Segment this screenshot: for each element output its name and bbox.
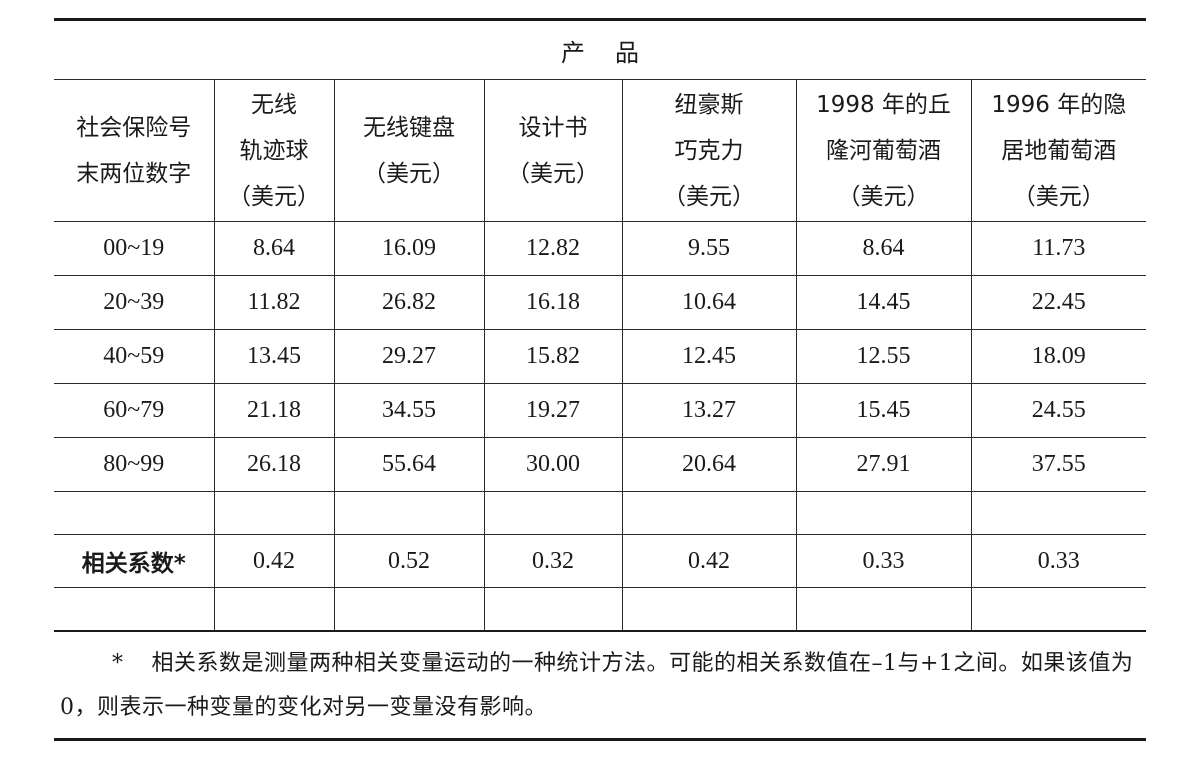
correlation-value: 0.33 xyxy=(970,534,1147,588)
price-cell: 12.55 xyxy=(795,329,971,384)
range-cell: 40~59 xyxy=(54,329,214,384)
price-cell: 34.55 xyxy=(333,383,484,438)
price-cell: 15.82 xyxy=(483,329,622,384)
price-cell: 27.91 xyxy=(795,437,971,492)
correlation-label: 相关系数* xyxy=(54,534,214,588)
product-header-row: 产品 xyxy=(54,21,1146,80)
footnote: * 相关系数是测量两种相关变量运动的一种统计方法。可能的相关系数值在–1与+1之间… xyxy=(54,632,1146,738)
price-table: 产品 社会保险号 末两位数字 无线 轨迹球 （美元） 无线键盘 （美元） 设计书 xyxy=(54,21,1147,630)
correlation-value: 0.42 xyxy=(621,534,796,588)
bottom-rule xyxy=(54,738,1146,741)
footnote-marker: * xyxy=(112,651,124,676)
table-row: 60~79 21.18 34.55 19.27 13.27 15.45 24.5… xyxy=(54,383,1147,438)
top-rule xyxy=(54,18,1146,21)
price-cell: 20.64 xyxy=(621,437,796,492)
table-row: 40~59 13.45 29.27 15.82 12.45 12.55 18.0… xyxy=(54,329,1147,384)
price-cell: 16.18 xyxy=(483,275,622,330)
range-cell: 80~99 xyxy=(54,437,214,492)
price-cell: 16.09 xyxy=(333,221,484,276)
document: 产品 社会保险号 末两位数字 无线 轨迹球 （美元） 无线键盘 （美元） 设计书 xyxy=(54,18,1147,741)
price-cell: 10.64 xyxy=(621,275,796,330)
range-cell: 60~79 xyxy=(54,383,214,438)
product-group-header: 产品 xyxy=(561,38,670,67)
ssn-column-header: 社会保险号 末两位数字 xyxy=(54,79,214,222)
footnote-text: 相关系数是测量两种相关变量运动的一种统计方法。可能的相关系数值在–1与+1之间。… xyxy=(60,651,1134,720)
price-cell: 15.45 xyxy=(795,383,971,438)
table-row: 00~19 8.64 16.09 12.82 9.55 8.64 11.73 xyxy=(54,221,1147,276)
correlation-value: 0.42 xyxy=(213,534,334,588)
price-cell: 18.09 xyxy=(970,329,1147,384)
price-cell: 14.45 xyxy=(795,275,971,330)
price-cell: 26.18 xyxy=(213,437,334,492)
correlation-row: 相关系数* 0.42 0.52 0.32 0.42 0.33 0.33 xyxy=(54,534,1147,588)
column-header-trackball: 无线 轨迹球 （美元） xyxy=(213,79,334,222)
correlation-value: 0.52 xyxy=(333,534,484,588)
correlation-value: 0.33 xyxy=(795,534,971,588)
price-cell: 11.82 xyxy=(213,275,334,330)
price-cell: 37.55 xyxy=(970,437,1147,492)
column-header-wine-1996: 1996 年的隐 居地葡萄酒 （美元） xyxy=(970,79,1147,222)
price-cell: 24.55 xyxy=(970,383,1147,438)
price-cell: 13.27 xyxy=(621,383,796,438)
table-row: 20~39 11.82 26.82 16.18 10.64 14.45 22.4… xyxy=(54,275,1147,330)
price-cell: 22.45 xyxy=(970,275,1147,330)
correlation-value: 0.32 xyxy=(483,534,622,588)
price-cell: 13.45 xyxy=(213,329,334,384)
column-header-design-book: 设计书 （美元） xyxy=(483,79,622,222)
price-cell: 8.64 xyxy=(795,221,971,276)
range-cell: 20~39 xyxy=(54,275,214,330)
column-header-keyboard: 无线键盘 （美元） xyxy=(333,79,484,222)
price-cell: 29.27 xyxy=(333,329,484,384)
price-cell: 21.18 xyxy=(213,383,334,438)
price-cell: 12.82 xyxy=(483,221,622,276)
price-cell: 30.00 xyxy=(483,437,622,492)
price-cell: 19.27 xyxy=(483,383,622,438)
column-header-wine-1998: 1998 年的丘 隆河葡萄酒 （美元） xyxy=(795,79,971,222)
table-row: 80~99 26.18 55.64 30.00 20.64 27.91 37.5… xyxy=(54,437,1147,492)
price-cell: 12.45 xyxy=(621,329,796,384)
column-header-chocolate: 纽豪斯 巧克力 （美元） xyxy=(621,79,796,222)
table-bottom-rule xyxy=(54,630,1146,632)
column-header-row: 社会保险号 末两位数字 无线 轨迹球 （美元） 无线键盘 （美元） 设计书 （美… xyxy=(54,79,1147,222)
price-cell: 8.64 xyxy=(213,221,334,276)
price-cell: 55.64 xyxy=(333,437,484,492)
price-cell: 26.82 xyxy=(333,275,484,330)
blank-row xyxy=(54,491,1147,535)
blank-row xyxy=(54,587,1147,630)
price-cell: 11.73 xyxy=(970,221,1147,276)
price-cell: 9.55 xyxy=(621,221,796,276)
range-cell: 00~19 xyxy=(54,221,214,276)
